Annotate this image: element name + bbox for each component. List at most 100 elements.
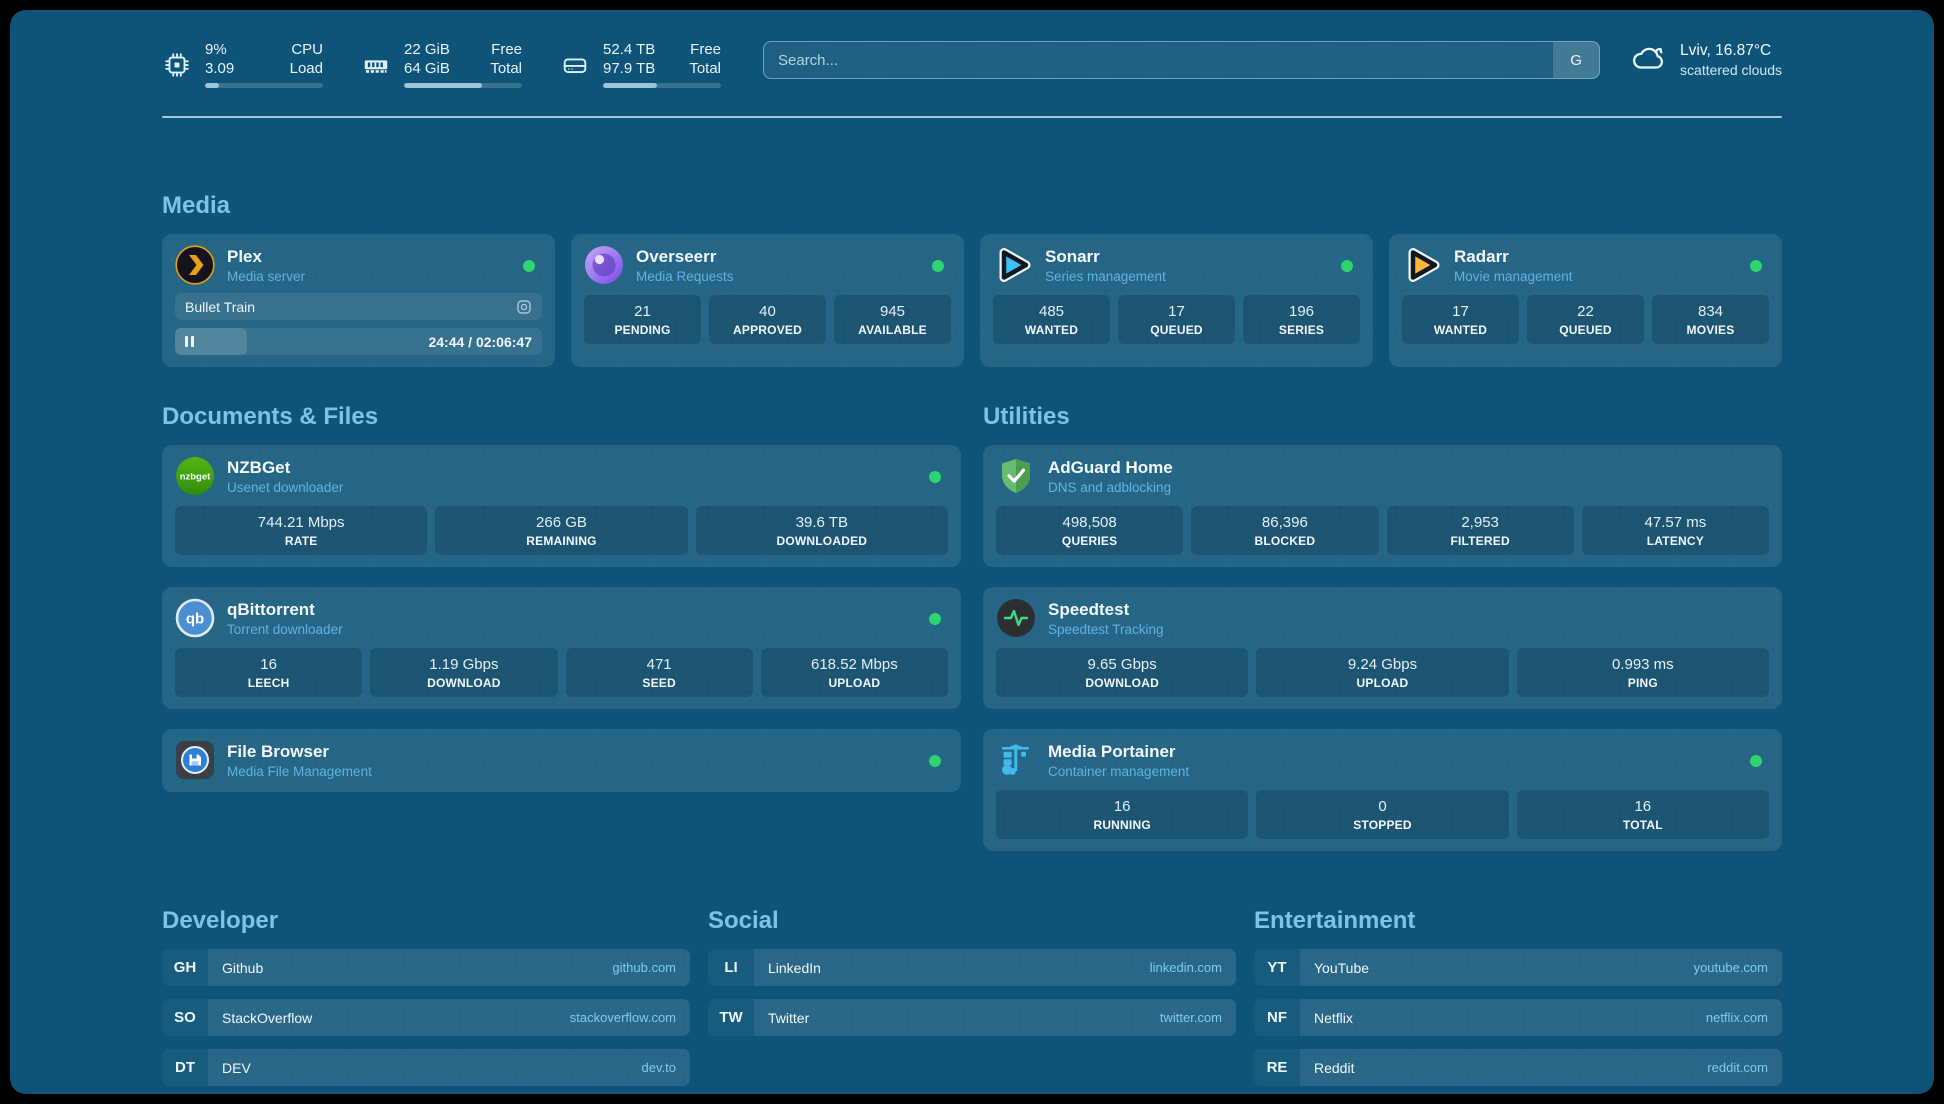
stat-tile-ping: 0.993 ms PING	[1516, 648, 1769, 697]
service-subtitle: Torrent downloader	[227, 621, 343, 637]
stat-label-primary: CPU	[291, 41, 323, 58]
stat-tile-value: 16	[260, 656, 277, 673]
service-card-radarr[interactable]: Radarr Movie management 17 WANTED 22 QUEUED 83…	[1389, 234, 1782, 367]
bookmark-name: StackOverflow	[222, 1009, 313, 1026]
stat-tile-value: 0	[1378, 798, 1387, 815]
service-card-file-browser[interactable]: File Browser Media File Management	[162, 729, 961, 792]
dashboard: 9% 3.09 CPU Load 22 GiB 64 GiB Free Total 52.4 T…	[10, 10, 1934, 1094]
stat-tile-label: QUEUED	[1559, 323, 1612, 337]
stat-tile-label: SEED	[642, 676, 676, 690]
stat-tile-label: QUEUED	[1150, 323, 1203, 337]
weather-text: Lviv, 16.87°C scattered clouds	[1680, 42, 1782, 78]
stat-value-secondary: 3.09	[205, 60, 235, 77]
stat-tile-label: WANTED	[1024, 323, 1079, 337]
utilities-section: Utilities AdGuard Home DNS and adblocking…	[983, 403, 1782, 851]
media-section: Media Plex Media server Bullet Train 24:44 …	[162, 192, 1782, 367]
cloud-icon	[1630, 43, 1668, 77]
disk-icon	[560, 40, 590, 88]
stat-label-secondary: Load	[289, 60, 323, 77]
stat-label-primary: Free	[690, 41, 721, 58]
stat-tile-value: 22	[1577, 303, 1594, 320]
qbittorrent-icon: qb	[175, 598, 215, 638]
now-playing-title: Bullet Train	[185, 298, 256, 315]
stat-tile-total: 16 TOTAL	[1516, 790, 1769, 839]
stat-tile-download: 1.19 Gbps DOWNLOAD	[370, 648, 558, 697]
bookmark-netflix[interactable]: NF Netflix netflix.com	[1254, 999, 1782, 1036]
service-card-nzbget[interactable]: nzbget NZBGet Usenet downloader 744.21 Mbps…	[162, 445, 961, 567]
service-card-speedtest[interactable]: Speedtest Speedtest Tracking 9.65 Gbps DOWN…	[983, 587, 1782, 709]
adguard-icon	[996, 456, 1036, 496]
search-input[interactable]	[764, 42, 1600, 78]
status-dot-online	[1750, 755, 1762, 767]
playback-time: 24:44 / 02:06:47	[428, 333, 532, 350]
stat-tile-label: MOVIES	[1686, 323, 1735, 337]
stat-tile-value: 21	[634, 303, 651, 320]
search-provider-button[interactable]: G	[1553, 42, 1600, 78]
stat-label-secondary: Total	[689, 60, 721, 77]
stat-tile-blocked: 86,396 BLOCKED	[1191, 506, 1379, 555]
search-bar: G	[763, 41, 1601, 79]
status-dot-online	[932, 260, 944, 272]
weather-location-temp: Lviv, 16.87°C	[1680, 42, 1772, 59]
bookmark-youtube[interactable]: YT YouTube youtube.com	[1254, 949, 1782, 986]
service-card-overseerr[interactable]: Overseerr Media Requests 21 PENDING 40 APPROV…	[571, 234, 964, 367]
stat-tile-value: 9.24 Gbps	[1347, 656, 1418, 673]
bookmark-twitter[interactable]: TW Twitter twitter.com	[708, 999, 1236, 1036]
section-title-social: Social	[708, 907, 779, 934]
portainer-icon	[996, 740, 1036, 780]
stat-tile-label: QUERIES	[1061, 534, 1118, 548]
status-dot-online	[523, 260, 535, 272]
stat-tile-running: 16 RUNNING	[996, 790, 1249, 839]
playback-progress-row: 24:44 / 02:06:47	[175, 328, 542, 355]
topbar: 9% 3.09 CPU Load 22 GiB 64 GiB Free Total 52.4 T…	[162, 10, 1782, 88]
stat-tile-label: BLOCKED	[1254, 534, 1316, 548]
stat-tile-leech: 16 LEECH	[175, 648, 363, 697]
bookmark-url: dev.to	[641, 1060, 676, 1075]
stat-tile-series: 196 SERIES	[1243, 295, 1360, 344]
system-stat-disk: 52.4 TB 97.9 TB Free Total	[560, 40, 721, 88]
radarr-icon	[1402, 245, 1442, 285]
stat-tile-queries: 498,508 QUERIES	[996, 506, 1184, 555]
pause-icon[interactable]	[185, 336, 194, 347]
service-card-qbittorrent[interactable]: qb qBittorrent Torrent downloader 16 LEECH 1.…	[162, 587, 961, 709]
bookmark-linkedin[interactable]: LI LinkedIn linkedin.com	[708, 949, 1236, 986]
bookmark-url: linkedin.com	[1149, 960, 1222, 975]
stat-progress-bar	[205, 83, 323, 88]
stat-value-primary: 22 GiB	[404, 41, 450, 58]
stat-value-primary: 9%	[205, 41, 227, 58]
stat-tile-value: 9.65 Gbps	[1087, 656, 1157, 673]
service-card-plex[interactable]: Plex Media server Bullet Train 24:44 / 02:0…	[162, 234, 555, 367]
video-settings-icon[interactable]	[516, 299, 532, 315]
service-card-sonarr[interactable]: Sonarr Series management 485 WANTED 17 QUEUED…	[980, 234, 1373, 367]
service-subtitle: Movie management	[1454, 268, 1573, 284]
bookmark-reddit[interactable]: RE Reddit reddit.com	[1254, 1049, 1782, 1086]
bookmark-dev[interactable]: DT DEV dev.to	[162, 1049, 690, 1086]
stat-value-secondary: 97.9 TB	[603, 60, 656, 77]
service-card-media-portainer[interactable]: Media Portainer Container management 16 RUN…	[983, 729, 1782, 851]
service-card-adguard-home[interactable]: AdGuard Home DNS and adblocking 498,508 QUE…	[983, 445, 1782, 567]
documents-files-cards: nzbget NZBGet Usenet downloader 744.21 Mbps…	[162, 445, 961, 792]
stat-tile-value: 471	[646, 656, 672, 673]
stat-tile-label: PING	[1627, 676, 1658, 690]
status-dot-online	[929, 755, 941, 767]
stat-tile-wanted: 17 WANTED	[1402, 295, 1519, 344]
bookmark-url: youtube.com	[1693, 960, 1768, 975]
bookmark-url: reddit.com	[1707, 1060, 1768, 1075]
bookmark-url: twitter.com	[1159, 1010, 1222, 1025]
documents-files-section: Documents & Files nzbget NZBGet Usenet dow…	[162, 403, 961, 851]
stat-tile-value: 266 GB	[536, 514, 587, 531]
bookmark-abbr: GH	[162, 949, 208, 986]
bookmark-name: YouTube	[1314, 959, 1370, 976]
stat-progress-fill	[205, 83, 220, 88]
stat-tile-value: 744.21 Mbps	[257, 514, 345, 531]
bookmark-stackoverflow[interactable]: SO StackOverflow stackoverflow.com	[162, 999, 690, 1036]
bookmark-name: Github	[222, 959, 264, 976]
stat-tile-value: 17	[1168, 303, 1185, 320]
stat-tile-latency: 47.57 ms LATENCY	[1581, 506, 1769, 555]
media-cards-grid: Plex Media server Bullet Train 24:44 / 02:0…	[162, 234, 1782, 367]
service-subtitle: Speedtest Tracking	[1048, 621, 1164, 637]
bookmark-github[interactable]: GH Github github.com	[162, 949, 690, 986]
service-name: qBittorrent	[227, 599, 315, 619]
stat-label-secondary: Total	[490, 60, 522, 77]
stat-tile-value: 618.52 Mbps	[811, 656, 898, 673]
